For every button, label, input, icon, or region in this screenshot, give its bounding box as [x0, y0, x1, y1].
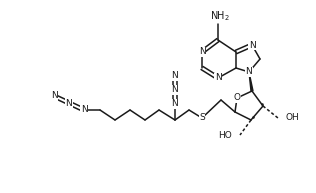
Text: NH$_2$: NH$_2$ [210, 9, 230, 23]
Text: N: N [66, 98, 72, 108]
Text: N: N [81, 106, 88, 114]
Polygon shape [249, 72, 253, 91]
Text: N: N [172, 100, 178, 108]
Text: N: N [199, 47, 205, 57]
Text: N: N [172, 85, 178, 95]
Text: N: N [246, 68, 252, 76]
Text: N: N [172, 71, 178, 80]
Text: N: N [249, 41, 255, 49]
Text: HO: HO [218, 130, 232, 140]
Text: N: N [51, 91, 58, 101]
Text: N: N [215, 74, 222, 82]
Text: OH: OH [286, 113, 300, 123]
Text: O: O [234, 93, 240, 102]
Text: S: S [199, 113, 205, 123]
